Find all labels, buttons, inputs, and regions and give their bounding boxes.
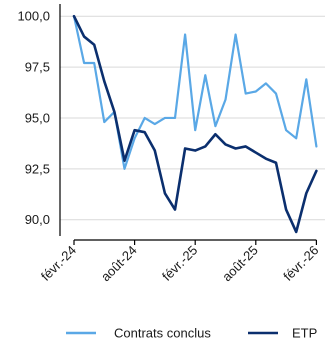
series-layer	[72, 14, 318, 234]
x-tick-label: févr.-26	[280, 243, 321, 284]
x-tick-label: août-24	[98, 243, 140, 285]
x-tick-label: août-25	[219, 243, 261, 285]
x-tick-label: févr.-24	[38, 243, 79, 284]
y-tick-label: 95,0	[25, 110, 50, 125]
y-tick-label: 97,5	[25, 60, 50, 75]
grid-layer	[60, 15, 325, 221]
y-tick-label: 90,0	[25, 212, 50, 227]
series-line-contrats-conclus	[72, 15, 318, 170]
axis-layer: 90,0 92,5 95,0 97,5 100,0 févr.-24 août-24 févr…	[17, 4, 322, 285]
series-line-etp	[72, 14, 318, 234]
legend-label: ETP	[292, 326, 317, 341]
legend-label: Contrats conclus	[114, 326, 211, 341]
y-tick-label: 100,0	[17, 9, 50, 24]
x-tick-label: févr.-25	[159, 243, 200, 284]
y-tick-label: 92,5	[25, 161, 50, 176]
legend: Contrats conclus ETP	[66, 326, 317, 341]
